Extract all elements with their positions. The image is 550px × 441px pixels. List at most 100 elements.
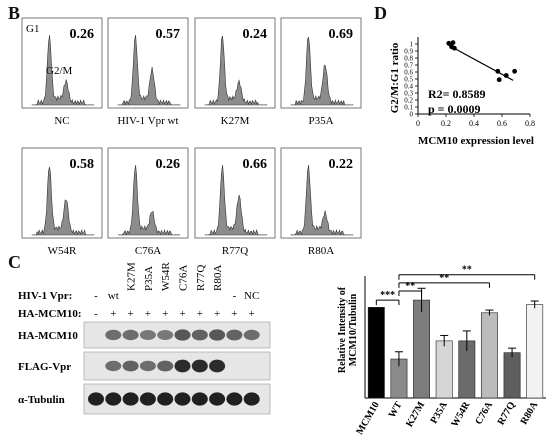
- histogram-label: P35A: [308, 115, 333, 127]
- histogram-frame: [194, 147, 276, 239]
- histogram-ratio: 0.57: [156, 27, 181, 42]
- blot-band: [191, 392, 208, 406]
- blot-band: [243, 392, 260, 406]
- histogram-ratio: 0.58: [70, 157, 95, 172]
- scatter-y-label: G2/M:G1 ratio: [389, 42, 401, 113]
- blot-band: [105, 392, 122, 406]
- blot-band: [209, 329, 226, 341]
- scatter-y-tick-label: 0.5: [404, 76, 413, 84]
- r2-annotation: R2= 0.8589: [428, 87, 486, 101]
- histogram-profile: [31, 166, 95, 236]
- lane-ha-label: +: [162, 308, 168, 320]
- blot-strip: [83, 321, 271, 349]
- vpr-row-label: HIV-1 Vpr:: [18, 290, 72, 302]
- histogram-label: NC: [54, 115, 69, 127]
- bar-tick-label: W54R: [449, 399, 473, 429]
- bar-tick-label: P35A: [429, 399, 451, 425]
- scatter-x-tick-label: 0.8: [525, 119, 535, 128]
- significance-label: **: [405, 281, 415, 292]
- lane-vpr-label: P35A: [143, 266, 155, 291]
- scatter-x-tick-label: 0.6: [497, 119, 507, 128]
- blot-band: [139, 360, 156, 372]
- blot-strip: [83, 383, 271, 415]
- histogram-profile: [290, 164, 354, 236]
- lane-ha-label: +: [197, 308, 203, 320]
- scatter-x-tick-label: 0.4: [469, 119, 479, 128]
- bar: [526, 304, 544, 399]
- lane-ha-label: -: [94, 308, 98, 320]
- scatter-y-tick-label: 0: [410, 111, 414, 119]
- lane-ha-label: +: [145, 308, 151, 320]
- lane-ha-label: +: [214, 308, 220, 320]
- histogram-profile: [204, 35, 268, 106]
- histogram-ratio: 0.26: [70, 27, 95, 42]
- histogram-ratio: 0.66: [243, 157, 268, 172]
- significance-label: **: [439, 273, 449, 284]
- blot-row-label: FLAG-Vpr: [18, 361, 71, 373]
- blot-band: [157, 392, 174, 406]
- bar: [390, 358, 408, 399]
- histogram-profile: [117, 34, 181, 106]
- blot-band: [209, 392, 226, 406]
- bar: [435, 340, 453, 399]
- ha-row-label: HA-MCM10:: [18, 308, 82, 320]
- lane-ha-label: +: [110, 308, 116, 320]
- histogram-label: R77Q: [222, 245, 248, 257]
- bar-tick-label: R77Q: [496, 400, 518, 427]
- blot-band: [105, 360, 122, 372]
- significance-label: ***: [380, 290, 395, 301]
- histogram-label: W54R: [48, 245, 77, 257]
- histogram-profile: [290, 36, 354, 106]
- histogram-frame: [21, 17, 103, 109]
- bar: [480, 312, 498, 399]
- histogram-label: K27M: [221, 115, 250, 127]
- blot-band: [226, 329, 243, 341]
- blot-band: [243, 329, 260, 341]
- scatter-y-tick-label: 0.3: [404, 90, 413, 98]
- panel-letter-b: B: [8, 3, 21, 23]
- panel-letter-c: C: [8, 252, 21, 272]
- lane-vpr-label: R77Q: [195, 265, 207, 291]
- blot-band: [209, 359, 226, 373]
- bar-tick-label: K27M: [404, 400, 427, 430]
- bar-y-label: Relative Intensity of: [337, 286, 348, 373]
- histogram-frame: [107, 147, 189, 239]
- histogram-ratio: 0.69: [329, 27, 354, 42]
- panel-letter-d: D: [374, 3, 387, 23]
- histogram-profile: [204, 164, 268, 236]
- lane-vpr-label: -: [233, 290, 237, 302]
- blot-band: [122, 329, 139, 341]
- scatter-x-tick-label: 0.2: [441, 119, 451, 128]
- significance-label: **: [462, 265, 472, 276]
- blot-band: [174, 392, 191, 406]
- blot-band: [226, 392, 243, 406]
- lane-vpr-label: K27M: [126, 262, 138, 291]
- bar: [367, 307, 385, 399]
- scatter-point: [512, 68, 517, 74]
- lane-ha-label: +: [231, 308, 237, 320]
- blot-row-label: HA-MCM10: [18, 330, 78, 342]
- histogram-frame: [194, 17, 276, 109]
- blot-strip: [83, 351, 271, 381]
- bar-y-label: MCM10/Tubulin: [348, 293, 359, 366]
- scatter-x-label: MCM10 expression level: [418, 135, 534, 147]
- blot-band: [88, 392, 104, 406]
- blot-band: [191, 329, 208, 341]
- scatter-y-tick-label: 0.6: [404, 69, 413, 77]
- scatter-point: [449, 44, 454, 50]
- scatter-y-tick-label: 0.4: [404, 83, 413, 91]
- scatter-point: [495, 68, 501, 74]
- blot-band: [105, 329, 122, 341]
- histogram-profile: [31, 34, 95, 106]
- histogram-profile: [117, 165, 181, 236]
- blot-band: [139, 330, 156, 340]
- scatter-y-tick-label: 0.1: [404, 104, 413, 112]
- scatter-y-tick-label: 0.2: [404, 97, 413, 105]
- lane-vpr-label: -: [94, 290, 98, 302]
- bar: [413, 299, 431, 399]
- histogram-frame: [107, 17, 189, 109]
- blot-band: [122, 360, 139, 372]
